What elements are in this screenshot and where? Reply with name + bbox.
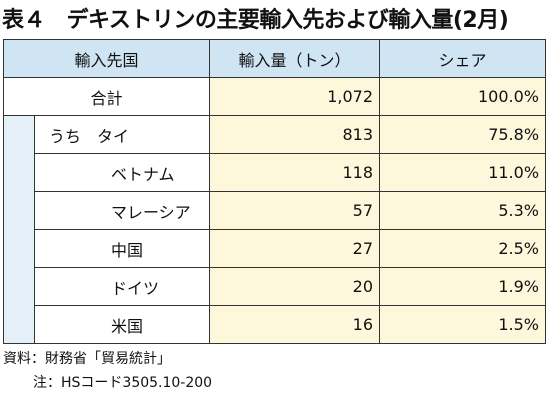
row-volume: 57 bbox=[209, 191, 381, 230]
row-share: 2.5% bbox=[379, 229, 547, 268]
row-country: ベトナム bbox=[33, 153, 211, 192]
table-row: ベトナム 118 11.0% bbox=[3, 153, 547, 192]
header-volume: 輸入量（トン） bbox=[209, 39, 381, 78]
row-share: 5.3% bbox=[379, 191, 547, 230]
row-indent bbox=[3, 305, 35, 344]
table-header-row: 輸入先国 輸入量（トン） シェア bbox=[2, 39, 547, 78]
row-volume: 27 bbox=[209, 229, 381, 268]
header-country: 輸入先国 bbox=[2, 39, 211, 78]
row-indent bbox=[3, 267, 35, 306]
hs-code-note: 注：HSコード3505.10-200 bbox=[33, 375, 213, 391]
table-row: 米国 16 1.5% bbox=[3, 305, 547, 344]
total-volume: 1,072 bbox=[209, 77, 381, 116]
table-row-total: 合計 1,072 100.0% bbox=[2, 77, 547, 116]
row-country: マレーシア bbox=[33, 191, 211, 230]
row-share: 11.0% bbox=[379, 153, 547, 192]
table-row: 中国 27 2.5% bbox=[3, 229, 547, 268]
row-share: 1.9% bbox=[379, 267, 547, 306]
row-country: ドイツ bbox=[33, 267, 211, 306]
table-title: 表４ デキストリンの主要輸入先および輸入量(2月) bbox=[2, 8, 509, 33]
row-indent bbox=[3, 229, 35, 268]
row-indent bbox=[3, 191, 35, 230]
import-table: 輸入先国 輸入量（トン） シェア 合計 1,072 100.0% うち タイ 8… bbox=[2, 39, 547, 344]
row-volume: 813 bbox=[209, 115, 381, 154]
row-volume: 118 bbox=[209, 153, 381, 192]
row-indent bbox=[3, 115, 35, 154]
source-note: 資料：財務省「貿易統計」 bbox=[3, 351, 171, 367]
row-country: 中国 bbox=[33, 229, 211, 268]
row-share: 75.8% bbox=[379, 115, 547, 154]
header-share: シェア bbox=[379, 39, 547, 78]
footnotes: 資料：財務省「貿易統計」 注：HSコード3505.10-200 bbox=[3, 347, 212, 395]
total-share: 100.0% bbox=[379, 77, 547, 116]
table-row: ドイツ 20 1.9% bbox=[3, 267, 547, 306]
row-country: 米国 bbox=[33, 305, 211, 344]
row-country: うち タイ bbox=[33, 115, 211, 154]
table-row: うち タイ 813 75.8% bbox=[3, 115, 547, 154]
row-indent bbox=[3, 153, 35, 192]
total-label: 合計 bbox=[2, 77, 211, 116]
row-share: 1.5% bbox=[379, 305, 547, 344]
table-row: マレーシア 57 5.3% bbox=[3, 191, 547, 230]
row-volume: 20 bbox=[209, 267, 381, 306]
row-volume: 16 bbox=[209, 305, 381, 344]
